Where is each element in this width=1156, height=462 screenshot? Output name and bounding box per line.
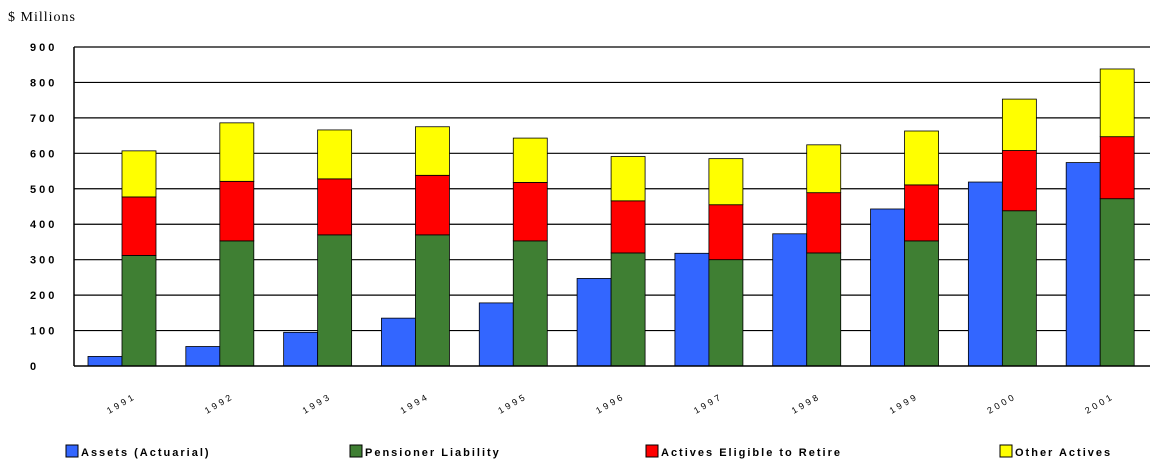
legend-label-actives-eligible-to-retire: Actives Eligible to Retire: [661, 447, 842, 459]
x-tick-label: 1991: [105, 391, 138, 416]
bar-actives-eligible-to-retire-1995: [512, 181, 548, 242]
y-tick-label: 700: [30, 113, 57, 125]
x-tick-label: 1993: [301, 391, 334, 416]
y-tick-label: 900: [30, 42, 57, 54]
bars: [87, 68, 1135, 367]
bar-other-actives-1996: [610, 156, 646, 202]
bar-actives-eligible-to-retire-2000: [1001, 150, 1037, 212]
bar-actives-eligible-to-retire-1992: [219, 180, 255, 242]
bar-actives-eligible-to-retire-1997: [708, 204, 744, 261]
bar-assets-1995: [478, 302, 514, 367]
x-tick-label: 1996: [594, 391, 627, 416]
legend-label-assets-actuarial-: Assets (Actuarial): [81, 447, 211, 459]
bar-assets-2000: [967, 181, 1003, 367]
bar-pensioner-liability-2001: [1099, 198, 1135, 367]
bar-other-actives-1992: [219, 122, 255, 182]
bar-other-actives-1994: [415, 126, 450, 176]
bar-pensioner-liability-1995: [512, 240, 548, 367]
bar-other-actives-1995: [512, 137, 548, 183]
bar-other-actives-1999: [904, 130, 939, 186]
y-tick-labels: 0 100 200 300 400 500 600 700 800 900: [30, 42, 57, 373]
bar-other-actives-1997: [708, 158, 744, 206]
bar-assets-1991: [87, 356, 123, 367]
x-tick-label: 1999: [888, 391, 921, 416]
bar-assets-1998: [772, 233, 808, 367]
bar-actives-eligible-to-retire-1998: [806, 192, 842, 254]
bar-pensioner-liability-1999: [904, 240, 939, 367]
x-tick-label: 2000: [985, 391, 1018, 416]
bar-pensioner-liability-1991: [121, 255, 157, 367]
bar-actives-eligible-to-retire-1994: [415, 174, 450, 236]
bar-other-actives-2000: [1001, 98, 1037, 151]
bar-other-actives-1991: [121, 150, 157, 198]
bar-actives-eligible-to-retire-1999: [904, 184, 939, 242]
legend-label-other-actives: Other Actives: [1015, 447, 1112, 459]
bar-pensioner-liability-1994: [415, 234, 450, 367]
bar-assets-1996: [576, 278, 612, 367]
x-tick-label: 1995: [496, 391, 529, 416]
bar-pensioner-liability-1996: [610, 252, 646, 367]
legend-swatch-actives-eligible-to-retire: [645, 444, 659, 458]
bar-assets-1999: [870, 208, 905, 367]
bar-assets-2001: [1065, 162, 1101, 367]
x-tick-label: 1997: [692, 391, 725, 416]
legend-swatch-pensioner-liability: [349, 444, 363, 458]
bar-other-actives-2001: [1099, 68, 1135, 138]
x-tick-labels: 1991 1992 1993 1994 1995 1996 1997 1998 1999 2000…: [105, 391, 1116, 416]
y-tick-label: 400: [30, 219, 57, 231]
y-tick-label: 600: [30, 148, 57, 160]
bar-assets-1993: [283, 331, 319, 367]
bar-assets-1994: [381, 317, 416, 367]
bar-pensioner-liability-2000: [1001, 210, 1037, 367]
bar-assets-1992: [185, 346, 221, 367]
bar-other-actives-1998: [806, 144, 842, 194]
legend-label-pensioner-liability: Pensioner Liability: [365, 447, 501, 459]
legend-swatch-assets-actuarial-: [65, 444, 79, 458]
bar-other-actives-1993: [317, 129, 353, 180]
axes: [73, 47, 1150, 367]
bar-actives-eligible-to-retire-2001: [1099, 136, 1135, 200]
bar-pensioner-liability-1997: [708, 259, 744, 367]
x-tick-label: 1992: [203, 391, 236, 416]
y-tick-label: 300: [30, 255, 57, 267]
y-tick-label: 500: [30, 184, 57, 196]
legend-swatch-other-actives: [999, 444, 1013, 458]
bar-actives-eligible-to-retire-1991: [121, 196, 157, 256]
x-tick-label: 2001: [1083, 391, 1116, 416]
y-tick-label: 800: [30, 77, 57, 89]
y-tick-label: 100: [30, 326, 57, 338]
bar-pensioner-liability-1993: [317, 234, 353, 367]
bar-assets-1997: [674, 252, 710, 367]
x-tick-label: 1994: [398, 391, 431, 416]
y-tick-label: 200: [30, 290, 57, 302]
bar-actives-eligible-to-retire-1993: [317, 178, 353, 236]
bar-pensioner-liability-1998: [806, 252, 842, 367]
bar-pensioner-liability-1992: [219, 240, 255, 367]
y-axis-label: $ Millions: [8, 10, 76, 25]
x-tick-label: 1998: [790, 391, 823, 416]
legend: Assets (Actuarial) Pensioner Liability Act…: [65, 444, 1112, 459]
y-tick-label: 0: [30, 361, 39, 373]
bar-actives-eligible-to-retire-1996: [610, 200, 646, 254]
